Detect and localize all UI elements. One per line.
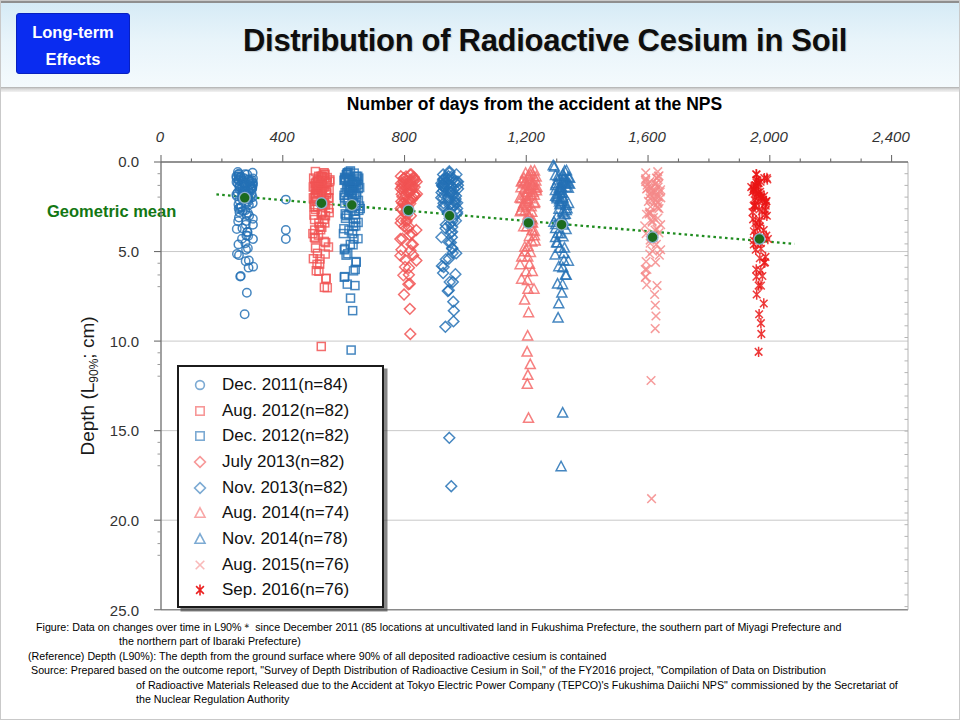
y-tick-label: 25.0 [81, 602, 139, 619]
legend-item-label: Nov. 2014(n=78) [222, 529, 348, 549]
x-tick-label: 400 [242, 128, 322, 145]
legend-item-label: Sep. 2016(n=76) [222, 580, 349, 600]
x-tick-label: 0 [120, 128, 200, 145]
triangle-marker-icon [191, 530, 209, 548]
x-tick-label: 2,400 [851, 128, 931, 145]
legend-item-label: Dec. 2011(n=84) [222, 375, 348, 395]
caption-source-line1: Source: Prepared based on the outcome re… [1, 663, 953, 677]
legend-item-label: July 2013(n=82) [222, 452, 344, 472]
x-marker-icon [191, 556, 209, 574]
square-marker-icon [191, 402, 209, 420]
y-tick-label: 5.0 [81, 243, 139, 260]
badge-line2: Effects [17, 46, 129, 73]
legend-item-label: Aug. 2014(n=74) [222, 503, 349, 523]
x-tick-label: 1,200 [486, 128, 566, 145]
legend-item: Nov. 2013(n=82) [191, 475, 382, 501]
x-axis-title: Number of days from the accident at the … [161, 94, 908, 115]
y-axis-title-post: ; cm) [77, 316, 98, 358]
square-marker-icon [191, 427, 209, 445]
legend-item-label: Dec. 2012(n=82) [222, 426, 349, 446]
y-tick-label: 0.0 [81, 153, 139, 170]
legend-item: Aug. 2015(n=76) [191, 552, 382, 578]
legend-item-label: Nov. 2013(n=82) [222, 478, 348, 498]
figure-captions: Figure: Data on changes over time in L90… [1, 620, 953, 706]
legend-item: Aug. 2014(n=74) [191, 500, 382, 526]
x-tick-label: 1,600 [607, 128, 687, 145]
y-tick-label: 20.0 [81, 512, 139, 529]
legend-box: Dec. 2011(n=84) Aug. 2012(n=82) Dec. 2012(… [177, 365, 384, 608]
x-tick-label: 2,000 [729, 128, 809, 145]
circle-marker-icon [191, 376, 209, 394]
header-separator [1, 87, 959, 92]
legend-item: Dec. 2011(n=84) [191, 372, 382, 398]
diamond-marker-icon [191, 479, 209, 497]
diamond-marker-icon [191, 453, 209, 471]
caption-figure-line2: the northern part of Ibaraki Prefecture) [1, 634, 953, 648]
triangle-marker-icon [191, 504, 209, 522]
y-axis-title: Depth (L90%; cm) [77, 316, 101, 455]
caption-source-line3: the Nuclear Regulation Authority [1, 692, 953, 706]
header-badge: Long-term Effects [16, 13, 130, 74]
y-axis-title-pre: Depth (L [77, 383, 98, 456]
caption-source-line2: of Radioactive Materials Released due to… [1, 678, 953, 692]
legend-item-label: Aug. 2015(n=76) [222, 555, 349, 575]
caption-figure-line1: Figure: Data on changes over time in L90… [1, 620, 953, 634]
y-axis-title-sub: 90% [87, 359, 101, 383]
legend-item: Sep. 2016(n=76) [191, 578, 382, 604]
legend-item: Dec. 2012(n=82) [191, 423, 382, 449]
legend-item: Aug. 2012(n=82) [191, 398, 382, 424]
x-tick-label: 800 [364, 128, 444, 145]
slide: Long-term Effects Distribution of Radioa… [0, 0, 960, 720]
geometric-mean-label: Geometric mean [47, 202, 176, 221]
badge-line1: Long-term [17, 19, 129, 46]
page-title: Distribution of Radioactive Cesium in So… [139, 23, 951, 59]
legend-item-label: Aug. 2012(n=82) [222, 401, 349, 421]
caption-reference: (Reference) Depth (L90%): The depth from… [1, 649, 953, 663]
legend-item: July 2013(n=82) [191, 449, 382, 475]
legend-item: Nov. 2014(n=78) [191, 526, 382, 552]
asterisk-marker-icon [191, 581, 209, 599]
header: Long-term Effects Distribution of Radioa… [1, 1, 959, 87]
